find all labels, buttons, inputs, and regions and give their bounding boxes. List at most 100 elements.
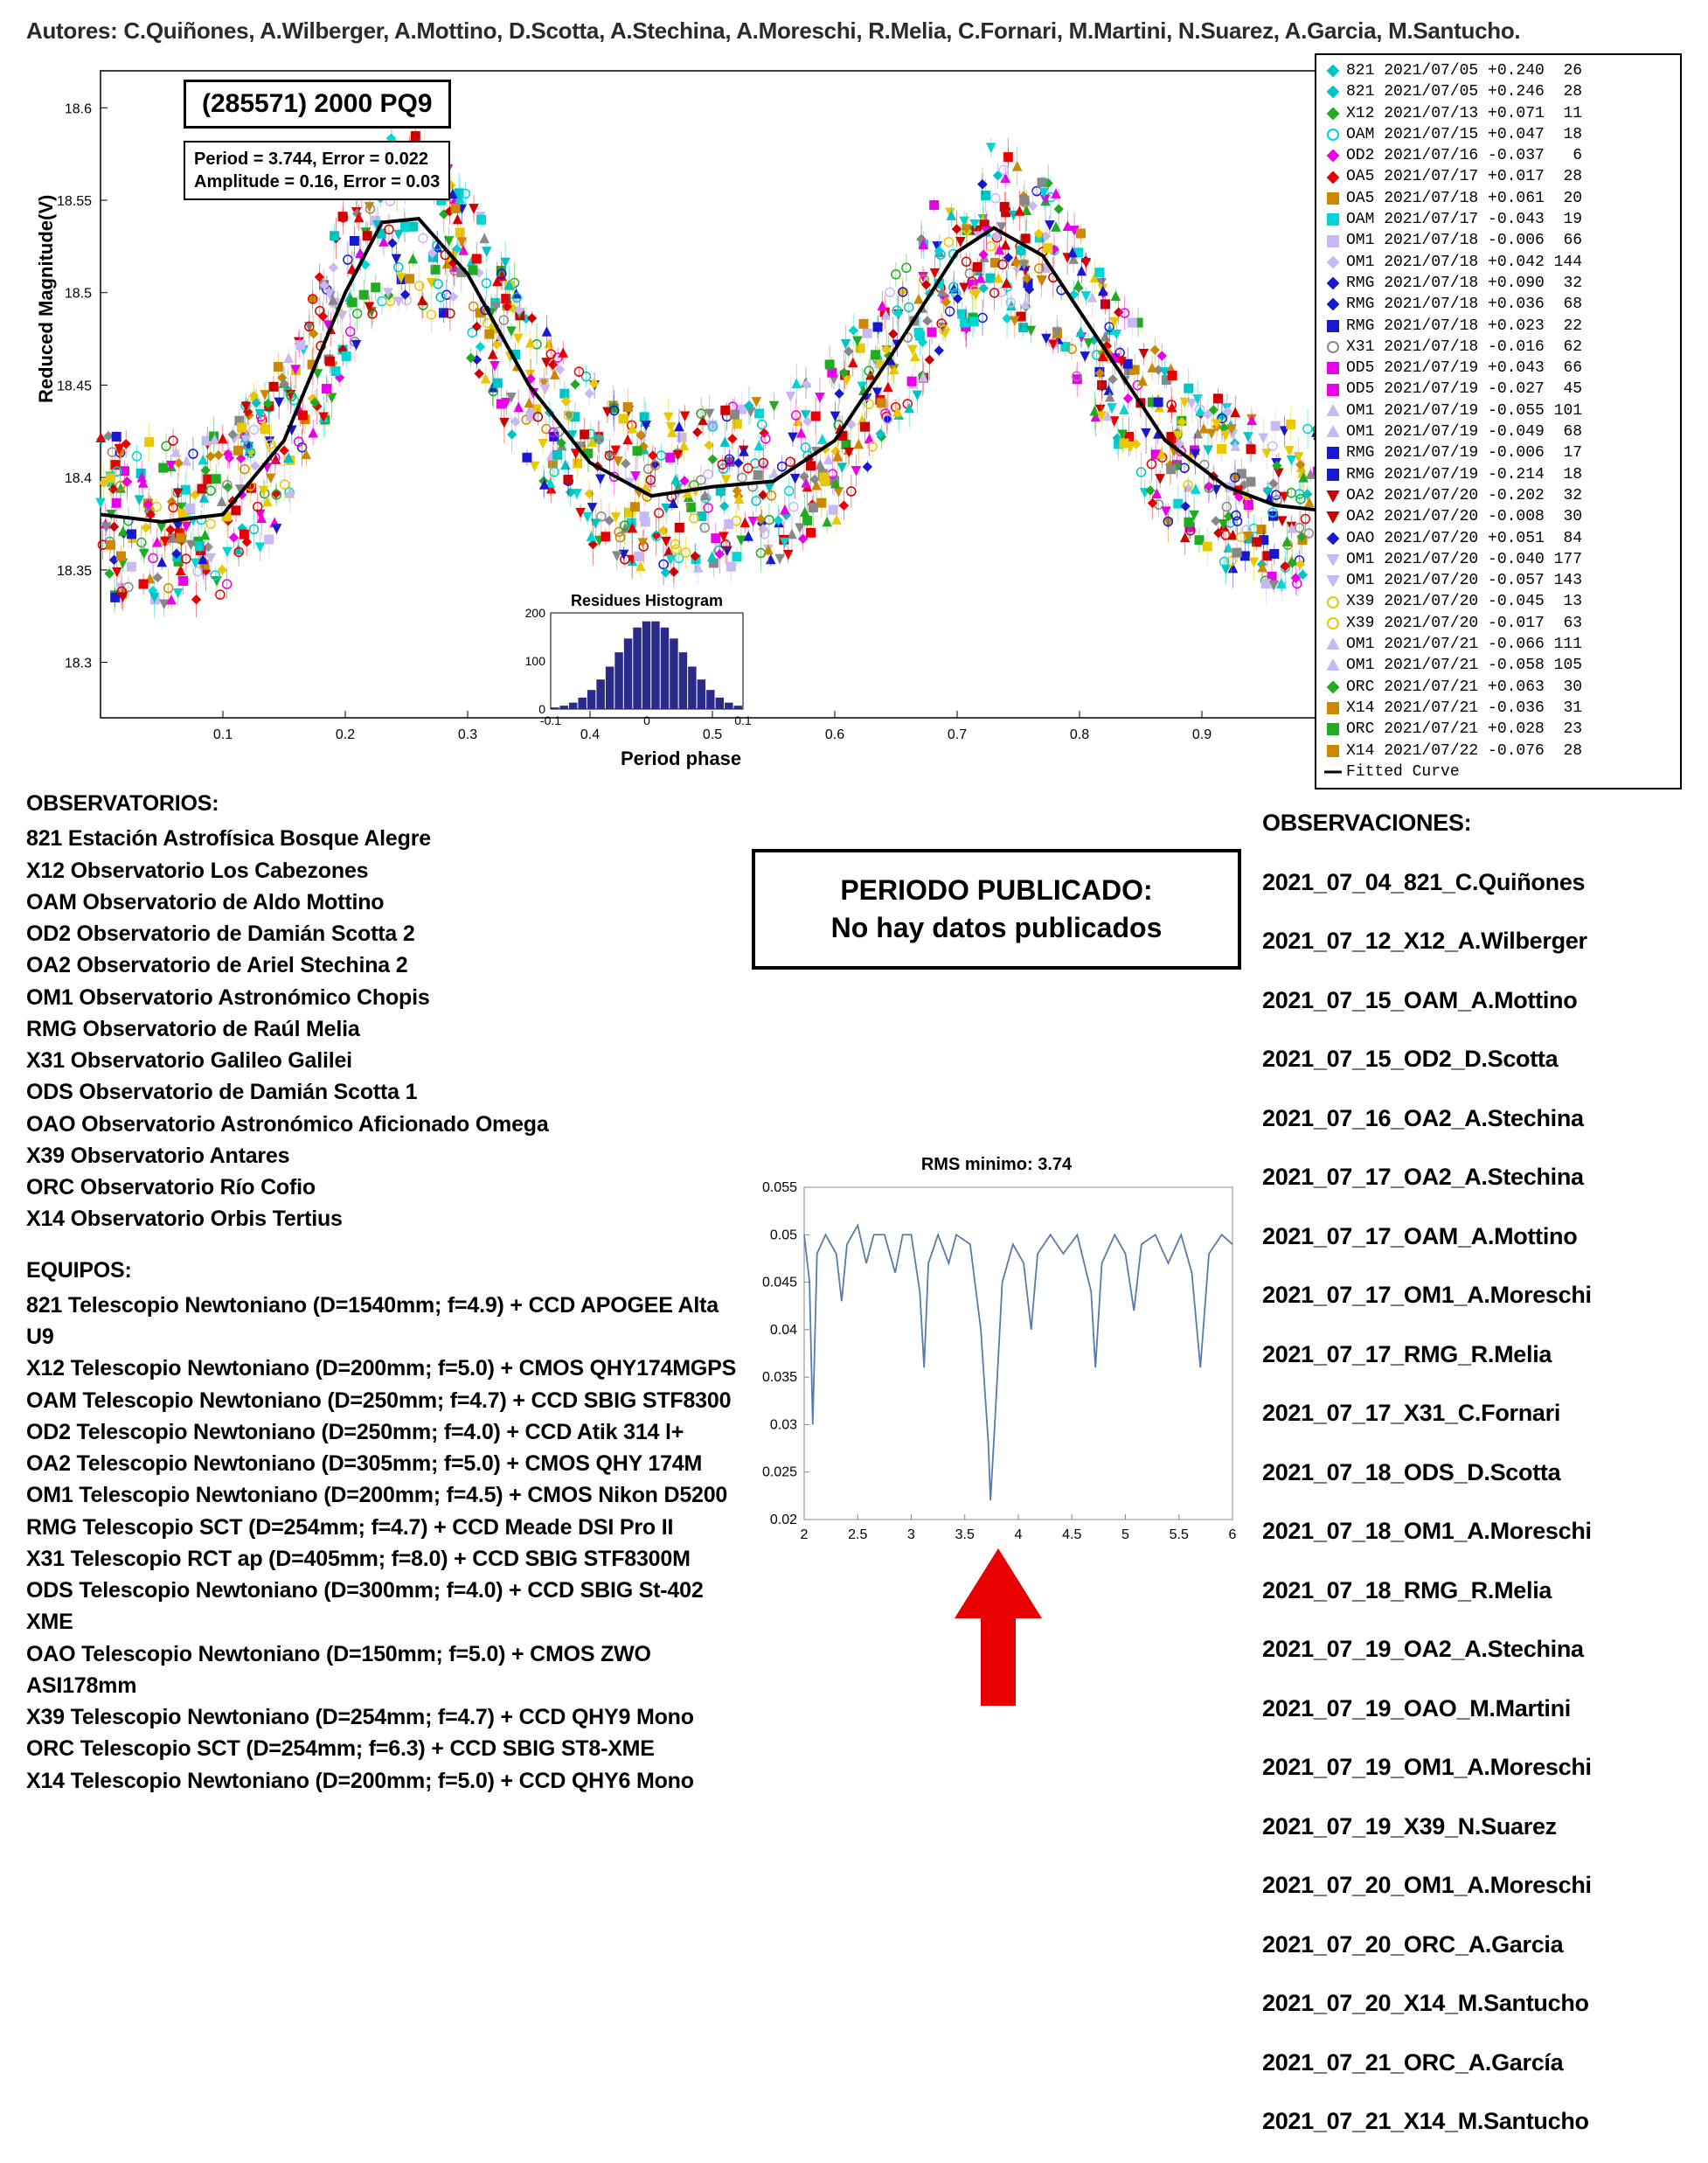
svg-text:2.5: 2.5 — [848, 1527, 867, 1542]
chart-params: Period = 3.744, Error = 0.022 Amplitude … — [184, 141, 450, 200]
legend-label: ORC 2021/07/21 +0.028 23 — [1346, 719, 1582, 740]
legend: 821 2021/07/05 +0.240 26821 2021/07/05 +… — [1315, 53, 1682, 789]
legend-label: OM1 2021/07/20 -0.057 143 — [1346, 570, 1582, 591]
observations-heading: OBSERVACIONES: — [1262, 805, 1682, 841]
svg-text:2: 2 — [801, 1527, 809, 1542]
observatory-item: ORC Observatorio Río Cofio — [26, 1172, 743, 1203]
legend-marker-icon — [1323, 192, 1343, 205]
observation-item: 2021_07_12_X12_A.Wilberger — [1262, 923, 1682, 959]
center-column: PERIODO PUBLICADO: No hay datos publicad… — [752, 849, 1241, 970]
legend-label: OAO 2021/07/20 +0.051 84 — [1346, 528, 1582, 549]
legend-label: OM1 2021/07/18 +0.042 144 — [1346, 252, 1582, 273]
legend-row: X31 2021/07/18 -0.016 62 — [1323, 337, 1673, 358]
legend-marker-icon — [1323, 745, 1343, 757]
observation-item: 2021_07_18_OM1_A.Moreschi — [1262, 1513, 1682, 1549]
svg-text:0.4: 0.4 — [580, 727, 600, 742]
legend-row: OAM 2021/07/17 -0.043 19 — [1323, 209, 1673, 230]
legend-label: OM1 2021/07/19 -0.049 68 — [1346, 421, 1582, 442]
legend-label: X14 2021/07/21 -0.036 31 — [1346, 698, 1582, 719]
equipment-item: X12 Telescopio Newtoniano (D=200mm; f=5.… — [26, 1353, 743, 1384]
svg-text:18.5: 18.5 — [65, 287, 92, 302]
observation-item: 2021_07_16_OA2_A.Stechina — [1262, 1101, 1682, 1137]
legend-marker-icon — [1323, 341, 1343, 353]
legend-marker-icon — [1323, 638, 1343, 650]
legend-row: OM1 2021/07/18 +0.042 144 — [1323, 252, 1673, 273]
legend-marker-icon — [1323, 553, 1343, 566]
legend-row: ORC 2021/07/21 +0.063 30 — [1323, 677, 1673, 698]
equipment-item: OA2 Telescopio Newtoniano (D=305mm; f=5.… — [26, 1448, 743, 1479]
legend-label: 821 2021/07/05 +0.246 28 — [1346, 81, 1582, 102]
arrow-icon — [946, 1548, 1051, 1714]
legend-label: OAM 2021/07/15 +0.047 18 — [1346, 124, 1582, 145]
observatory-item: OM1 Observatorio Astronómico Chopis — [26, 982, 743, 1013]
svg-text:4: 4 — [1015, 1527, 1023, 1542]
observation-item: 2021_07_17_OM1_A.Moreschi — [1262, 1277, 1682, 1313]
equipment-item: X31 Telescopio RCT ap (D=405mm; f=8.0) +… — [26, 1543, 743, 1575]
svg-text:18.4: 18.4 — [65, 471, 92, 486]
legend-marker-icon — [1323, 362, 1343, 374]
svg-text:0.5: 0.5 — [703, 727, 722, 742]
legend-marker-icon — [1323, 213, 1343, 226]
svg-text:0.055: 0.055 — [762, 1180, 797, 1195]
svg-text:0.6: 0.6 — [825, 727, 844, 742]
legend-label: Fitted Curve — [1346, 762, 1460, 782]
svg-text:3.5: 3.5 — [955, 1527, 975, 1542]
legend-row: OM1 2021/07/20 -0.057 143 — [1323, 570, 1673, 591]
legend-marker-icon — [1323, 511, 1343, 523]
observatory-item: X39 Observatorio Antares — [26, 1140, 743, 1172]
legend-marker-icon — [1323, 65, 1343, 77]
svg-text:5: 5 — [1121, 1527, 1129, 1542]
svg-text:0.035: 0.035 — [762, 1370, 797, 1385]
observation-item: 2021_07_19_OM1_A.Moreschi — [1262, 1749, 1682, 1785]
legend-label: RMG 2021/07/18 +0.023 22 — [1346, 316, 1582, 337]
legend-marker-icon — [1323, 298, 1343, 310]
observation-item: 2021_07_17_OA2_A.Stechina — [1262, 1159, 1682, 1195]
legend-label: OA2 2021/07/20 -0.008 30 — [1346, 506, 1582, 527]
legend-row: OM1 2021/07/18 -0.006 66 — [1323, 230, 1673, 251]
legend-row: X39 2021/07/20 -0.045 13 — [1323, 591, 1673, 612]
legend-label: OM1 2021/07/21 -0.058 105 — [1346, 655, 1582, 676]
legend-row: OD5 2021/07/19 -0.027 45 — [1323, 379, 1673, 400]
legend-marker-icon — [1323, 320, 1343, 332]
svg-text:0.045: 0.045 — [762, 1276, 797, 1290]
observation-item: 2021_07_18_RMG_R.Melia — [1262, 1573, 1682, 1609]
legend-label: OA5 2021/07/18 +0.061 20 — [1346, 188, 1582, 209]
equipment-item: ODS Telescopio Newtoniano (D=300mm; f=4.… — [26, 1575, 743, 1638]
svg-text:0: 0 — [643, 713, 650, 727]
legend-row: RMG 2021/07/18 +0.036 68 — [1323, 294, 1673, 315]
period-published-box: PERIODO PUBLICADO: No hay datos publicad… — [752, 849, 1241, 970]
svg-text:100: 100 — [525, 654, 546, 668]
observation-item: 2021_07_21_X14_M.Santucho — [1262, 2104, 1682, 2139]
legend-marker-icon — [1323, 129, 1343, 141]
legend-row: OAM 2021/07/15 +0.047 18 — [1323, 124, 1673, 145]
legend-marker-icon — [1323, 532, 1343, 545]
equipment-item: 821 Telescopio Newtoniano (D=1540mm; f=4… — [26, 1290, 743, 1353]
svg-text:200: 200 — [525, 606, 546, 620]
legend-row: Fitted Curve — [1323, 762, 1673, 782]
legend-row: OM1 2021/07/19 -0.055 101 — [1323, 400, 1673, 421]
legend-row: RMG 2021/07/18 +0.090 32 — [1323, 273, 1673, 294]
legend-label: OM1 2021/07/19 -0.055 101 — [1346, 400, 1582, 421]
svg-text:18.6: 18.6 — [65, 101, 92, 116]
legend-row: OD2 2021/07/16 -0.037 6 — [1323, 145, 1673, 166]
legend-label: X39 2021/07/20 -0.045 13 — [1346, 591, 1582, 612]
legend-row: 821 2021/07/05 +0.246 28 — [1323, 81, 1673, 102]
legend-label: OM1 2021/07/21 -0.066 111 — [1346, 634, 1582, 655]
equipment-item: X14 Telescopio Newtoniano (D=200mm; f=5.… — [26, 1765, 743, 1797]
observatory-item: X14 Observatorio Orbis Tertius — [26, 1203, 743, 1235]
legend-row: X14 2021/07/21 -0.036 31 — [1323, 698, 1673, 719]
svg-text:0.03: 0.03 — [770, 1417, 797, 1432]
legend-marker-icon — [1323, 150, 1343, 162]
svg-text:0.025: 0.025 — [762, 1465, 797, 1480]
equipment-item: OAM Telescopio Newtoniano (D=250mm; f=4.… — [26, 1385, 743, 1416]
legend-marker-icon — [1323, 447, 1343, 459]
observation-item: 2021_07_20_ORC_A.Garcia — [1262, 1927, 1682, 1963]
legend-label: OD2 2021/07/16 -0.037 6 — [1346, 145, 1582, 166]
legend-marker-icon — [1323, 405, 1343, 417]
observatory-item: 821 Estación Astrofísica Bosque Alegre — [26, 823, 743, 854]
observatories-list: 821 Estación Astrofísica Bosque Alegre X1… — [26, 823, 743, 1235]
observation-item: 2021_07_19_X39_N.Suarez — [1262, 1809, 1682, 1845]
observations-list: 2021_07_04_821_C.Quiñones2021_07_12_X12_… — [1262, 865, 1682, 2139]
legend-row: 821 2021/07/05 +0.240 26 — [1323, 60, 1673, 81]
svg-text:5.5: 5.5 — [1170, 1527, 1189, 1542]
